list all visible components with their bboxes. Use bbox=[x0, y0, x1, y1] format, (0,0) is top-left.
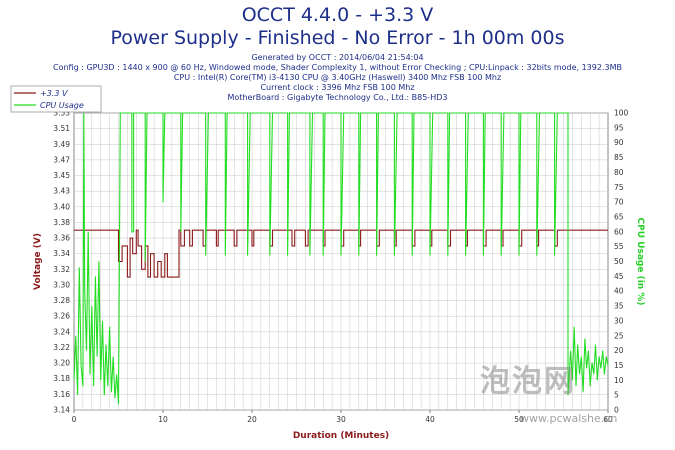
y-right-tick-label: 95 bbox=[614, 123, 624, 132]
y-left-tick-label: 3.45 bbox=[53, 171, 70, 180]
y-left-tick-label: 3.38 bbox=[53, 218, 70, 227]
watermark-url: www.pcwalshe.cn bbox=[520, 412, 618, 425]
watermark-logo: 泡泡网 bbox=[480, 364, 576, 399]
config-line: Config : GPU3D : 1440 x 900 @ 60 Hz, Win… bbox=[53, 63, 622, 72]
x-tick-label: 50 bbox=[514, 415, 524, 424]
legend-label-voltage: +3.3 V bbox=[40, 89, 68, 98]
y-left-tick-label: 3.28 bbox=[53, 296, 70, 305]
y-right-tick-label: 45 bbox=[614, 272, 624, 281]
y-right-tick-label: 65 bbox=[614, 212, 624, 221]
y-left-tick-label: 3.26 bbox=[53, 312, 70, 321]
y-left-tick-label: 3.24 bbox=[53, 327, 70, 336]
series-line-voltage bbox=[74, 229, 608, 278]
cpu-line: CPU : Intel(R) Core(TM) i3-4130 CPU @ 3.… bbox=[173, 73, 502, 82]
y-left-tick-label: 3.51 bbox=[53, 124, 70, 133]
y-left-tick-label: 3.30 bbox=[53, 280, 70, 289]
y-left-tick-label: 3.32 bbox=[53, 265, 70, 274]
y-right-tick-label: 5 bbox=[614, 391, 619, 400]
y-left-tick-label: 3.43 bbox=[53, 187, 70, 196]
y-left-tick-label: 3.20 bbox=[53, 359, 70, 368]
y-left-tick-label: 3.16 bbox=[53, 390, 70, 399]
y-right-tick-label: 10 bbox=[614, 376, 624, 385]
legend-box bbox=[10, 85, 102, 113]
y-right-tick-label: 35 bbox=[614, 302, 624, 311]
x-tick-label: 40 bbox=[425, 415, 435, 424]
y-right-tick-label: 0 bbox=[614, 406, 619, 415]
y-left-axis-label: Voltage (V) bbox=[33, 233, 43, 290]
legend-label-cpu: CPU Usage bbox=[40, 101, 84, 110]
chart-subtitle: Power Supply - Finished - No Error - 1h … bbox=[110, 27, 565, 49]
y-right-tick-label: 80 bbox=[614, 168, 624, 177]
clock-line: Current clock : 3396 Mhz FSB 100 Mhz bbox=[260, 83, 415, 92]
y-right-tick-label: 50 bbox=[614, 257, 624, 266]
y-right-tick-label: 70 bbox=[614, 198, 624, 207]
y-right-axis-label: CPU Usage (in %) bbox=[635, 218, 645, 306]
y-left-tick-label: 3.49 bbox=[53, 140, 70, 149]
y-right-tick-label: 25 bbox=[614, 331, 624, 340]
y-right-tick-label: 85 bbox=[614, 153, 624, 162]
y-left-tick-label: 3.22 bbox=[53, 343, 70, 352]
y-right-tick-label: 15 bbox=[614, 361, 624, 370]
y-right-tick-label: 55 bbox=[614, 242, 624, 251]
y-left-tick-label: 3.36 bbox=[53, 234, 70, 243]
y-right-tick-label: 100 bbox=[614, 109, 629, 118]
y-left-tick-label: 3.47 bbox=[53, 155, 70, 164]
y-right-tick-label: 20 bbox=[614, 346, 624, 355]
y-left-tick-label: 3.53 bbox=[53, 109, 70, 118]
y-right-tick-label: 40 bbox=[614, 287, 624, 296]
x-tick-label: 0 bbox=[72, 415, 77, 424]
y-right-tick-label: 90 bbox=[614, 138, 624, 147]
x-tick-label: 20 bbox=[247, 415, 257, 424]
x-tick-label: 10 bbox=[158, 415, 168, 424]
y-left-tick-label: 3.18 bbox=[53, 374, 70, 383]
y-left-tick-label: 3.34 bbox=[53, 249, 70, 258]
y-right-tick-label: 30 bbox=[614, 316, 624, 325]
y-left-tick-label: 3.14 bbox=[53, 406, 70, 415]
y-right-tick-label: 75 bbox=[614, 183, 624, 192]
x-tick-label: 30 bbox=[336, 415, 346, 424]
y-right-tick-label: 60 bbox=[614, 227, 624, 236]
motherboard-line: MotherBoard : Gigabyte Technology Co., L… bbox=[227, 93, 448, 102]
series-line-cpu bbox=[73, 112, 609, 405]
x-axis-label: Duration (Minutes) bbox=[293, 431, 389, 441]
generated-line: Generated by OCCT : 2014/06/04 21:54:04 bbox=[251, 53, 424, 62]
chart-title: OCCT 4.4.0 - +3.3 V bbox=[241, 4, 434, 26]
x-tick-label: 60 bbox=[603, 415, 613, 424]
y-left-tick-label: 3.40 bbox=[53, 202, 70, 211]
